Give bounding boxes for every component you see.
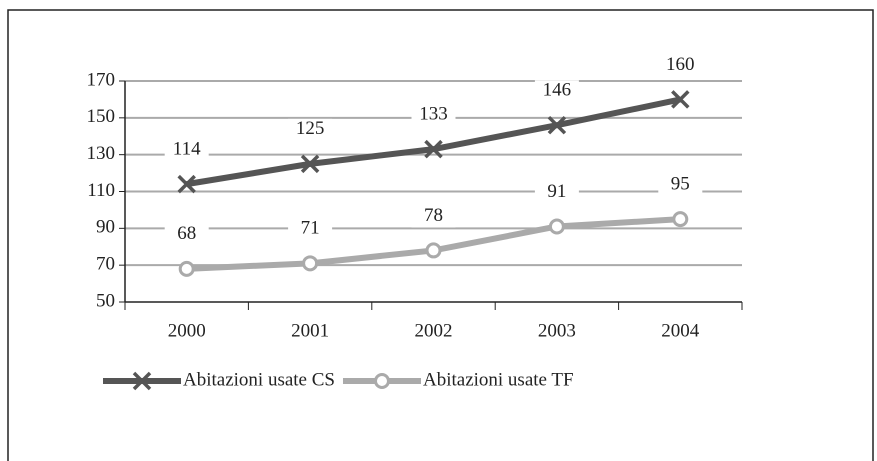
data-label: 133 bbox=[419, 104, 448, 125]
data-label: 160 bbox=[666, 54, 695, 75]
label-bg bbox=[534, 181, 579, 204]
data-label: 91 bbox=[547, 181, 566, 202]
point bbox=[302, 255, 319, 272]
legend-marker bbox=[132, 371, 152, 391]
point bbox=[671, 90, 690, 109]
label-bg bbox=[164, 223, 209, 246]
legend-label: Abitazioni usate CS bbox=[183, 369, 335, 390]
point bbox=[548, 218, 565, 235]
legend-marker bbox=[373, 373, 390, 389]
x-tick-label: 2000 bbox=[168, 320, 206, 341]
x-tick-label: 2004 bbox=[661, 320, 700, 341]
point bbox=[424, 139, 443, 159]
frame bbox=[7, 9, 874, 461]
y-tick-label: 70 bbox=[96, 254, 115, 275]
label-bg bbox=[288, 118, 333, 141]
label-bg bbox=[164, 139, 209, 162]
x-tick-label: 2003 bbox=[538, 320, 576, 341]
label-bg bbox=[411, 205, 456, 228]
y-tick-label: 150 bbox=[87, 106, 116, 127]
point bbox=[300, 154, 320, 174]
data-label: 78 bbox=[424, 205, 443, 226]
y-tick-label: 170 bbox=[87, 69, 116, 90]
point bbox=[177, 174, 196, 194]
legend-label: Abitazioni usate TF bbox=[423, 369, 574, 390]
point bbox=[178, 260, 195, 277]
label-bg bbox=[288, 218, 333, 241]
data-label: 71 bbox=[301, 218, 320, 239]
point bbox=[425, 242, 442, 259]
label-bg bbox=[534, 80, 579, 103]
data-label: 114 bbox=[173, 138, 201, 159]
y-tick-label: 50 bbox=[96, 290, 115, 311]
label-bg bbox=[658, 174, 703, 197]
label-bg bbox=[658, 54, 703, 77]
point bbox=[672, 211, 689, 228]
data-label: 95 bbox=[671, 173, 690, 194]
data-label: 146 bbox=[543, 80, 572, 101]
data-label: 68 bbox=[177, 223, 196, 244]
y-tick-label: 110 bbox=[87, 180, 115, 201]
y-tick-label: 90 bbox=[96, 217, 115, 238]
point bbox=[547, 115, 567, 135]
label-bg bbox=[411, 104, 456, 127]
y-tick-label: 130 bbox=[87, 143, 116, 164]
x-tick-label: 2001 bbox=[291, 320, 329, 341]
x-tick-label: 2002 bbox=[415, 320, 453, 341]
data-label: 125 bbox=[296, 118, 325, 139]
